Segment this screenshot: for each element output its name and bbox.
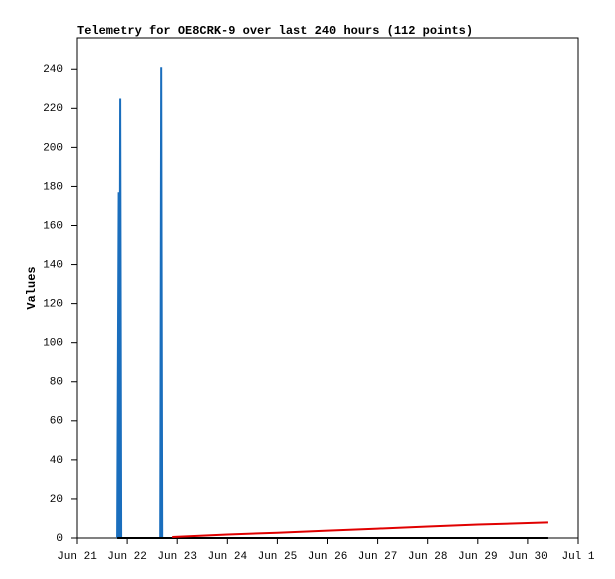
y-tick-label: 160 [43,220,63,232]
y-tick-label: 100 [43,338,63,350]
x-tick-label: Jun 27 [358,551,398,563]
y-tick-label: 240 [43,64,63,76]
y-tick-label: 60 [50,416,63,428]
y-tick-label: 80 [50,377,63,389]
series-line [116,67,178,539]
x-tick-label: Jun 29 [458,551,498,563]
y-tick-label: 40 [50,455,63,467]
y-tick-label: 200 [43,142,63,154]
x-tick-label: Jun 24 [207,551,247,563]
x-tick-label: Jun 21 [57,551,97,563]
y-tick-label: 0 [56,533,63,545]
y-tick-label: 220 [43,103,63,115]
x-tick-label: Jun 26 [308,551,348,563]
y-tick-label: 140 [43,259,63,271]
x-tick-label: Jun 23 [157,551,197,563]
x-tick-label: Jun 22 [107,551,147,563]
x-tick-label: Jul 1 [561,551,594,563]
y-tick-label: 180 [43,181,63,193]
x-tick-label: Jun 28 [408,551,448,563]
x-tick-label: Jun 30 [508,551,548,563]
x-tick-label: Jun 25 [258,551,298,563]
chart-title: Telemetry for OE8CRK-9 over last 240 hou… [77,24,473,38]
y-axis-label: Values [25,266,39,309]
series-line [172,521,548,539]
y-tick-label: 20 [50,494,63,506]
plot-frame [76,37,579,539]
y-tick-label: 120 [43,299,63,311]
